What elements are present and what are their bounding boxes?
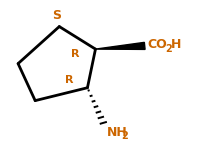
- Text: NH: NH: [106, 126, 127, 139]
- Text: 2: 2: [121, 131, 127, 141]
- Text: R: R: [71, 49, 79, 59]
- Text: R: R: [65, 75, 73, 85]
- Text: H: H: [170, 38, 180, 51]
- Text: 2: 2: [165, 44, 171, 54]
- Text: CO: CO: [147, 38, 167, 51]
- Text: S: S: [52, 9, 60, 22]
- Polygon shape: [95, 42, 144, 49]
